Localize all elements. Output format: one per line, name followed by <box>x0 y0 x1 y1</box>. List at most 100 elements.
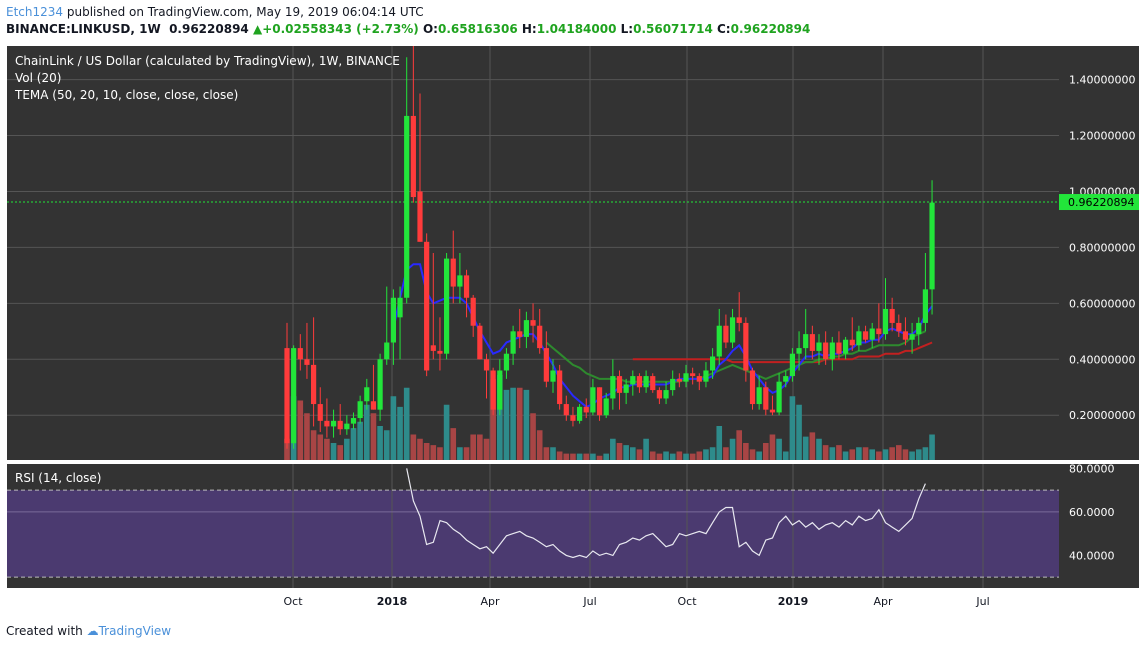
candle[interactable] <box>889 297 895 332</box>
candle[interactable] <box>862 325 869 343</box>
candle[interactable] <box>557 364 563 410</box>
candle[interactable] <box>643 370 649 393</box>
candle[interactable] <box>650 373 656 393</box>
candle[interactable] <box>357 395 363 424</box>
candle[interactable] <box>656 387 662 405</box>
candle[interactable] <box>284 322 290 449</box>
candle[interactable] <box>703 362 709 388</box>
candle[interactable] <box>829 336 835 371</box>
candle[interactable] <box>916 317 922 346</box>
candle[interactable] <box>530 303 536 343</box>
candle[interactable] <box>610 359 616 410</box>
candle[interactable] <box>796 331 802 371</box>
candle[interactable] <box>330 409 337 438</box>
candle[interactable] <box>350 412 357 430</box>
candle[interactable] <box>457 253 463 304</box>
candle[interactable] <box>836 331 842 360</box>
candle[interactable] <box>537 308 543 354</box>
candle[interactable] <box>663 381 669 405</box>
candle[interactable] <box>583 398 589 419</box>
candle[interactable] <box>337 404 343 435</box>
candle[interactable] <box>756 376 762 410</box>
tradingview-link[interactable]: TradingView <box>98 624 172 638</box>
candle[interactable] <box>596 387 603 421</box>
candle[interactable] <box>909 322 915 354</box>
candle[interactable] <box>317 387 323 433</box>
candle[interactable] <box>497 359 503 416</box>
candle[interactable] <box>749 367 756 410</box>
candle[interactable] <box>324 398 330 438</box>
candle[interactable] <box>729 308 736 349</box>
candle[interactable] <box>843 336 849 360</box>
candle[interactable] <box>550 359 556 393</box>
candle[interactable] <box>577 404 583 424</box>
candle[interactable] <box>922 253 928 332</box>
candle[interactable] <box>304 322 310 379</box>
candle[interactable] <box>463 269 470 318</box>
tradingview-logo-icon[interactable]: ☁ <box>86 624 99 638</box>
candle[interactable] <box>517 308 523 349</box>
candle[interactable] <box>377 353 383 421</box>
candle[interactable] <box>477 322 483 360</box>
candle[interactable] <box>364 378 370 410</box>
candle[interactable] <box>616 370 623 410</box>
candle[interactable] <box>424 233 430 377</box>
candle[interactable] <box>384 286 390 365</box>
chart[interactable]: 0.20000000 0.40000000 0.60000000 0.80000000… <box>0 0 1142 620</box>
candle[interactable] <box>882 278 889 340</box>
candle[interactable] <box>444 253 450 360</box>
candle[interactable] <box>710 348 716 379</box>
candle[interactable] <box>450 230 456 304</box>
candle[interactable] <box>696 373 702 391</box>
candle[interactable] <box>856 325 862 351</box>
candle[interactable] <box>736 292 742 332</box>
candle[interactable] <box>344 415 350 435</box>
candle[interactable] <box>397 286 403 360</box>
candle[interactable] <box>869 322 875 349</box>
candle[interactable] <box>630 370 636 396</box>
candle[interactable] <box>311 317 317 427</box>
candle[interactable] <box>676 373 682 388</box>
candle[interactable] <box>404 57 410 304</box>
author-link[interactable]: Etch1234 <box>6 5 64 19</box>
candle[interactable] <box>510 325 516 365</box>
candle[interactable] <box>370 364 377 410</box>
candle[interactable] <box>723 314 729 349</box>
candle[interactable] <box>823 331 829 365</box>
candle[interactable] <box>902 317 909 346</box>
candle[interactable] <box>590 378 596 416</box>
candle[interactable] <box>803 308 809 360</box>
candle[interactable] <box>410 46 416 203</box>
candle[interactable] <box>417 93 423 242</box>
candle[interactable] <box>683 364 689 388</box>
candle[interactable] <box>776 373 782 416</box>
candle[interactable] <box>763 381 769 416</box>
candle[interactable] <box>430 253 436 360</box>
candle[interactable] <box>743 317 749 382</box>
candle[interactable] <box>670 370 676 396</box>
candle[interactable] <box>849 317 855 351</box>
candle[interactable] <box>523 311 529 349</box>
candle[interactable] <box>783 370 789 388</box>
candle[interactable] <box>789 348 795 382</box>
candle[interactable] <box>470 294 476 337</box>
candle[interactable] <box>570 406 576 427</box>
candle[interactable] <box>483 353 490 399</box>
candle[interactable] <box>563 395 569 421</box>
candle[interactable] <box>437 317 443 371</box>
candle[interactable] <box>390 289 396 365</box>
candle[interactable] <box>623 378 629 405</box>
candle[interactable] <box>769 395 776 416</box>
candle[interactable] <box>690 367 696 385</box>
candle[interactable] <box>603 392 609 419</box>
candle[interactable] <box>896 314 902 337</box>
candle[interactable] <box>716 308 722 365</box>
candle[interactable] <box>490 367 496 416</box>
candle[interactable] <box>876 303 882 343</box>
candle[interactable] <box>543 331 549 388</box>
candle[interactable] <box>809 325 815 360</box>
candle[interactable] <box>297 334 303 371</box>
candle[interactable] <box>636 373 643 393</box>
candle[interactable] <box>816 334 822 365</box>
candle[interactable] <box>929 180 935 315</box>
